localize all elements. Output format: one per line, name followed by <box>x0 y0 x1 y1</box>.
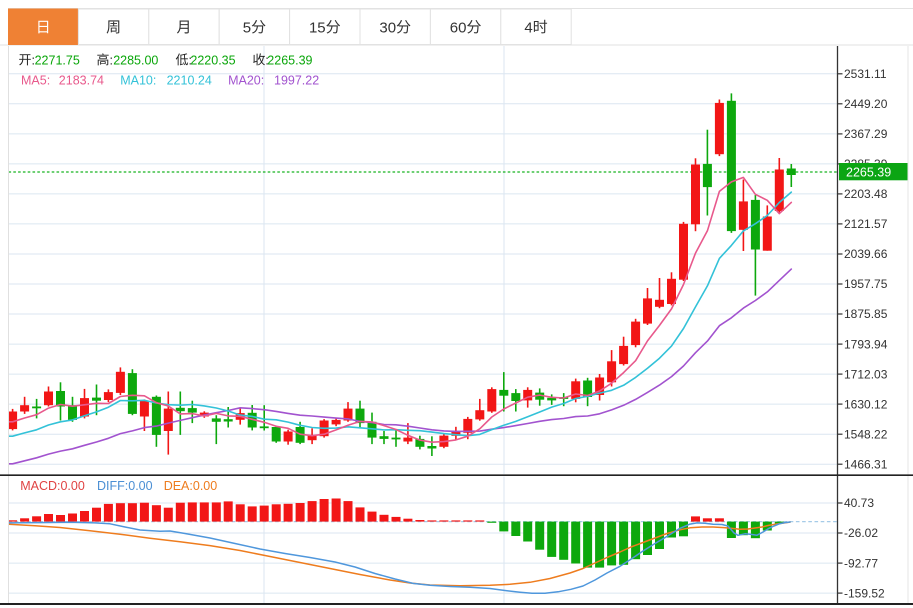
svg-text:4: 4 <box>524 19 532 36</box>
svg-text::: : <box>110 53 113 67</box>
svg-text::: : <box>189 53 192 67</box>
svg-text:1793.94: 1793.94 <box>844 337 888 351</box>
svg-text:1548.22: 1548.22 <box>844 427 888 441</box>
svg-text:15: 15 <box>309 19 326 36</box>
svg-text:2265.39: 2265.39 <box>846 166 891 180</box>
svg-text:2285.00: 2285.00 <box>113 53 158 67</box>
svg-text:2121.57: 2121.57 <box>844 217 888 231</box>
svg-text:-26.02: -26.02 <box>844 526 878 540</box>
svg-text:2039.66: 2039.66 <box>844 247 888 261</box>
svg-text:60: 60 <box>450 19 467 36</box>
svg-text:2203.48: 2203.48 <box>844 187 888 201</box>
svg-text:MA5:: MA5: <box>21 74 50 88</box>
svg-text:1875.85: 1875.85 <box>844 307 888 321</box>
svg-text::: : <box>265 53 268 67</box>
svg-text:2220.35: 2220.35 <box>190 53 235 67</box>
svg-text::: : <box>32 53 35 67</box>
svg-text:-92.77: -92.77 <box>844 556 878 570</box>
svg-text:1630.12: 1630.12 <box>844 397 888 411</box>
svg-text:2449.20: 2449.20 <box>844 97 888 111</box>
svg-text:1957.75: 1957.75 <box>844 277 888 291</box>
svg-text:1712.03: 1712.03 <box>844 367 888 381</box>
svg-text:40.73: 40.73 <box>844 496 874 510</box>
svg-text:5: 5 <box>243 19 251 36</box>
svg-text:2271.75: 2271.75 <box>35 53 80 67</box>
svg-text:2265.39: 2265.39 <box>267 53 312 67</box>
svg-text:2367.29: 2367.29 <box>844 127 888 141</box>
svg-text:2531.11: 2531.11 <box>844 67 887 81</box>
svg-text:MA20:: MA20: <box>228 74 264 88</box>
svg-text:-159.52: -159.52 <box>844 586 885 600</box>
svg-text:MACD:0.00: MACD:0.00 <box>20 479 85 493</box>
svg-text:2210.24: 2210.24 <box>167 74 212 88</box>
svg-text:1997.22: 1997.22 <box>274 74 319 88</box>
svg-text:DIFF:0.00: DIFF:0.00 <box>97 479 153 493</box>
svg-text:2183.74: 2183.74 <box>59 74 104 88</box>
svg-text:DEA:0.00: DEA:0.00 <box>164 479 218 493</box>
svg-text:MA10:: MA10: <box>120 74 156 88</box>
svg-text:30: 30 <box>379 19 396 36</box>
svg-text:1466.31: 1466.31 <box>844 457 888 471</box>
